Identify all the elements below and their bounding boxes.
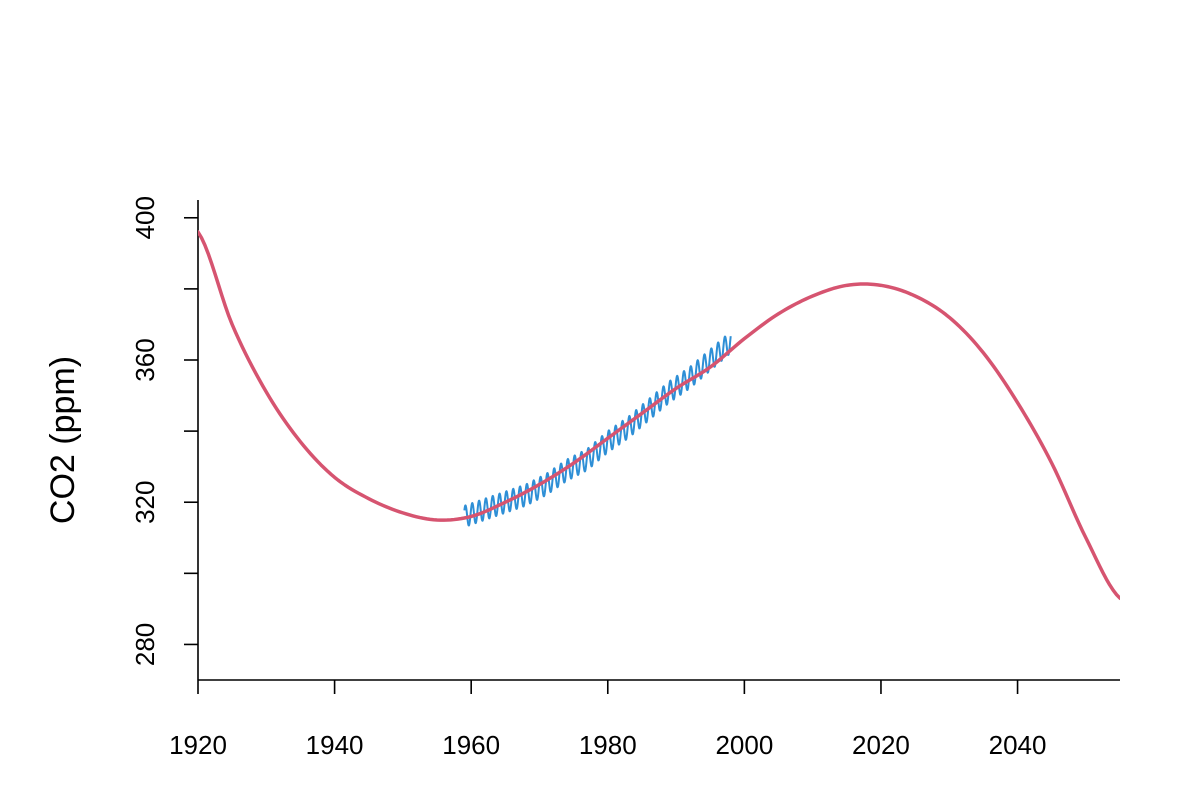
- x-tick-label: 2020: [852, 730, 910, 760]
- y-axis-title: CO2 (ppm): [44, 356, 82, 524]
- y-tick-label: 400: [130, 196, 160, 239]
- y-tick-label: 360: [130, 338, 160, 381]
- y-tick-label: 320: [130, 481, 160, 524]
- x-tick-label: 2040: [989, 730, 1047, 760]
- x-tick-label: 2000: [715, 730, 773, 760]
- x-tick-label: 1920: [169, 730, 227, 760]
- x-tick-label: 1960: [442, 730, 500, 760]
- series-line-fit: [198, 230, 1120, 600]
- series-layer: [198, 230, 1120, 600]
- y-tick-label: 280: [130, 623, 160, 666]
- axes: 1920 1940 1960 1980 2000 2020 2040 280 320 360 400: [130, 196, 1120, 760]
- series-line-observed: [463, 335, 732, 527]
- x-tick-label: 1980: [579, 730, 637, 760]
- x-tick-label: 1940: [306, 730, 364, 760]
